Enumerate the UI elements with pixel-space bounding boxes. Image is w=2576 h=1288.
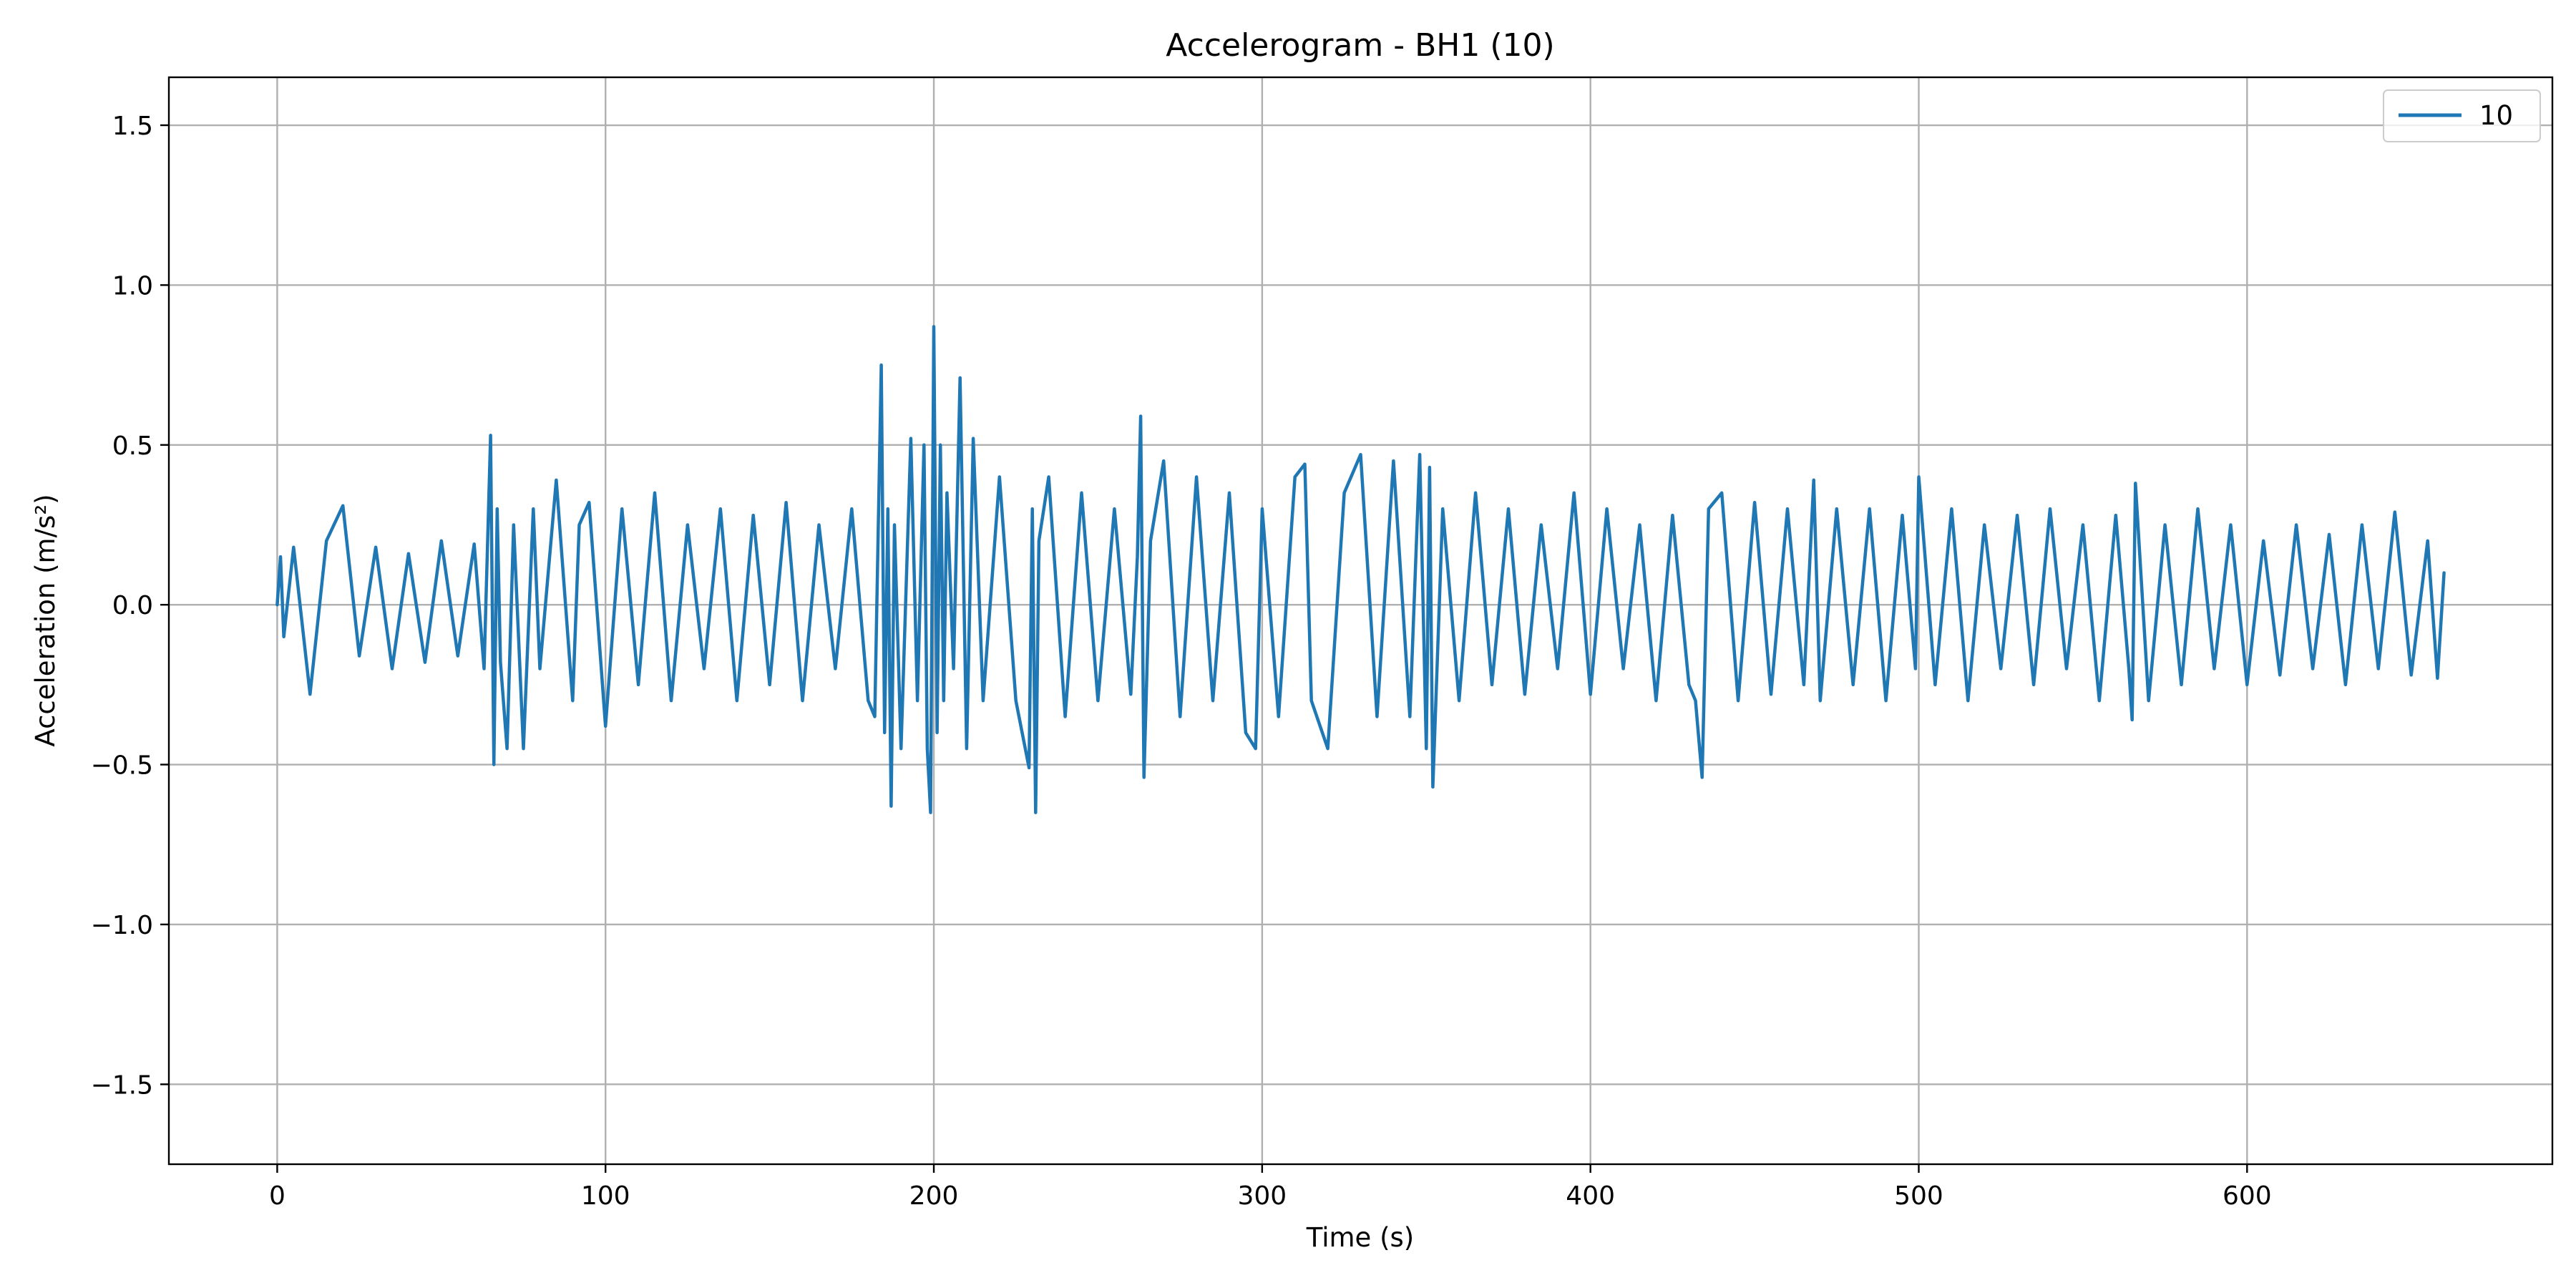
y-tick-label: −1.5	[91, 1070, 153, 1100]
y-tick-label: 0.0	[112, 591, 153, 620]
y-tick-label: 1.5	[112, 112, 153, 141]
legend: 10	[2383, 89, 2541, 142]
chart-title: Accelerogram - BH1 (10)	[1166, 27, 1554, 64]
x-tick-label: 300	[1237, 1181, 1287, 1211]
y-tick-label: −1.0	[91, 911, 153, 940]
x-tick-label: 600	[2223, 1181, 2272, 1211]
x-tick-label: 400	[1566, 1181, 1615, 1211]
x-tick-label: 500	[1894, 1181, 1943, 1211]
plot-frame	[167, 76, 2554, 1166]
y-tick-label: −0.5	[91, 751, 153, 781]
x-tick-label: 100	[581, 1181, 630, 1211]
y-tick-label: 0.5	[112, 431, 153, 461]
y-axis-ticks: −1.5 −1.0 −0.5 0.0 0.5 1.0 1.5	[91, 112, 169, 1100]
series-layer	[275, 325, 2446, 814]
legend-box	[2383, 89, 2541, 142]
x-tick-label: 0	[269, 1181, 286, 1211]
x-axis-ticks: 0 100 200 300 400 500 600	[269, 1164, 2272, 1211]
x-tick-label: 200	[909, 1181, 959, 1211]
x-axis-label: Time (s)	[1306, 1222, 1414, 1253]
series-line-10	[275, 325, 2446, 814]
y-tick-label: 1.0	[112, 271, 153, 301]
legend-label: 10	[2479, 100, 2513, 131]
y-axis-label: Acceleration (m/s²)	[30, 494, 61, 746]
